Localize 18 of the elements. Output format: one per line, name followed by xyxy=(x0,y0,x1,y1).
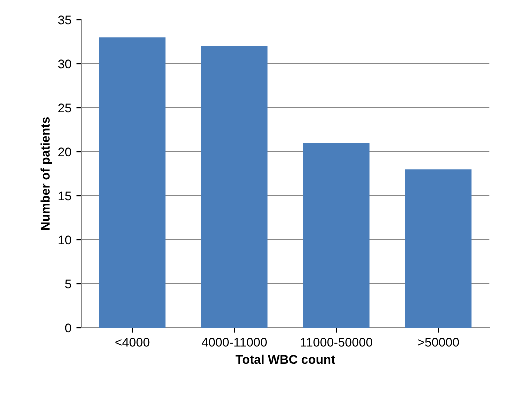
y-tick-label: 15 xyxy=(58,192,72,201)
x-tick-label: <4000 xyxy=(116,338,150,347)
y-tick-label: 25 xyxy=(58,104,72,113)
y-axis-title: Number of patients xyxy=(40,118,52,230)
x-axis-title: Total WBC count xyxy=(236,354,336,364)
bar xyxy=(99,38,166,328)
x-tick-label: 4000-11000 xyxy=(202,338,268,347)
bar xyxy=(405,170,472,328)
bar xyxy=(201,46,268,328)
x-tick-label: >50000 xyxy=(418,338,460,347)
x-tick-label: 11000-50000 xyxy=(301,338,372,347)
y-tick-label: 5 xyxy=(65,280,72,289)
y-tick-label: 0 xyxy=(65,324,72,333)
y-tick-label: 10 xyxy=(58,236,72,245)
y-tick-label: 35 xyxy=(58,16,72,25)
bar xyxy=(303,143,370,328)
y-tick-label: 20 xyxy=(58,148,72,157)
y-tick-label: 30 xyxy=(58,60,72,69)
